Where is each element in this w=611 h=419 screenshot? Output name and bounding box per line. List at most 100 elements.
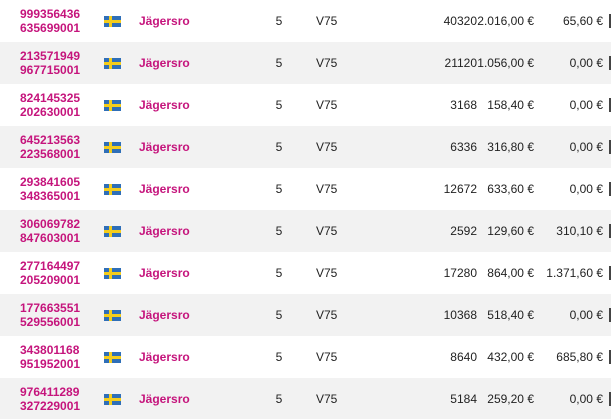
bet-id-line1[interactable]: 343801168 — [20, 343, 80, 357]
bet-id-line1[interactable]: 177663551 — [20, 301, 81, 315]
bet-id-line2[interactable]: 223568001 — [20, 147, 81, 161]
bet-id-line2[interactable]: 348365001 — [20, 189, 81, 203]
sweden-flag-icon — [104, 57, 121, 69]
race-number: 5 — [275, 56, 283, 70]
track-cell[interactable]: Jägersro — [139, 42, 249, 84]
table-row: 177663551 529556001 Jägersro 5 V75 10368 518,4… — [0, 294, 611, 336]
track-cell[interactable]: Jägersro — [139, 168, 249, 210]
bet-id-line2[interactable]: 205209001 — [20, 273, 81, 287]
stake-amount: 259,20 € — [487, 392, 534, 406]
bet-id-line1[interactable]: 306069782 — [20, 217, 81, 231]
flag-cell — [104, 126, 122, 168]
sweden-flag-icon — [104, 141, 121, 153]
game-type: V75 — [316, 14, 338, 28]
bet-id-line1[interactable]: 645213563 — [20, 133, 81, 147]
track-cell[interactable]: Jägersro — [139, 126, 249, 168]
bet-id-cell[interactable]: 177663551 529556001 — [20, 294, 100, 336]
track-cell[interactable]: Jägersro — [139, 294, 249, 336]
bet-id-cell[interactable]: 999356436 635699001 — [20, 0, 100, 42]
stake-amount: 432,00 € — [487, 350, 534, 364]
winnings-amount: 310,10 € — [556, 224, 603, 238]
track-cell[interactable]: Jägersro — [139, 210, 249, 252]
flag-cell — [104, 42, 122, 84]
bet-id-cell[interactable]: 306069782 847603001 — [20, 210, 100, 252]
row-count: 17280 — [443, 266, 477, 280]
sweden-flag-icon — [104, 99, 121, 111]
bet-id-line2[interactable]: 967715001 — [20, 63, 81, 77]
bet-id-cell[interactable]: 645213563 223568001 — [20, 126, 100, 168]
bet-id-cell[interactable]: 343801168 951952001 — [20, 336, 100, 378]
table-row: 824145325 202630001 Jägersro 5 V75 3168 158,40… — [0, 84, 611, 126]
sweden-flag-icon — [104, 393, 121, 405]
track-link[interactable]: Jägersro — [139, 56, 190, 70]
bet-id-cell[interactable]: 976411289 327229001 — [20, 378, 100, 419]
game-type: V75 — [316, 308, 338, 322]
stake-amount: 2.016,00 € — [477, 14, 534, 28]
flag-cell — [104, 84, 122, 126]
track-cell[interactable]: Jägersro — [139, 336, 249, 378]
flag-cell — [104, 336, 122, 378]
bet-id-line2[interactable]: 327229001 — [20, 399, 81, 413]
column-divider — [609, 308, 611, 322]
stake-amount: 129,60 € — [487, 224, 534, 238]
track-link[interactable]: Jägersro — [139, 308, 190, 322]
column-divider — [609, 56, 611, 70]
table-row: 293841605 348365001 Jägersro 5 V75 12672 633,6… — [0, 168, 611, 210]
bet-id-line1[interactable]: 976411289 — [20, 385, 80, 399]
track-link[interactable]: Jägersro — [139, 392, 190, 406]
track-link[interactable]: Jägersro — [139, 350, 190, 364]
stake-amount: 518,40 € — [487, 308, 534, 322]
winnings-amount: 0,00 € — [569, 182, 603, 196]
bet-id-cell[interactable]: 824145325 202630001 — [20, 84, 100, 126]
stake-amount: 158,40 € — [487, 98, 534, 112]
track-link[interactable]: Jägersro — [139, 14, 190, 28]
game-type: V75 — [316, 350, 338, 364]
bet-id-line1[interactable]: 999356436 — [20, 7, 81, 21]
track-cell[interactable]: Jägersro — [139, 84, 249, 126]
winnings-amount: 65,60 € — [562, 14, 603, 28]
bet-id-line2[interactable]: 529556001 — [20, 315, 81, 329]
bet-id-cell[interactable]: 277164497 205209001 — [20, 252, 100, 294]
bet-id-line1[interactable]: 277164497 — [20, 259, 81, 273]
bet-id-line1[interactable]: 213571949 — [20, 49, 81, 63]
track-cell[interactable]: Jägersro — [139, 252, 249, 294]
track-link[interactable]: Jägersro — [139, 140, 190, 154]
flag-cell — [104, 168, 122, 210]
bet-id-line2[interactable]: 847603001 — [20, 231, 81, 245]
bet-id-line1[interactable]: 293841605 — [20, 175, 81, 189]
bet-id-line2[interactable]: 951952001 — [20, 357, 81, 371]
track-cell[interactable]: Jägersro — [139, 0, 249, 42]
bet-id-line1[interactable]: 824145325 — [20, 91, 81, 105]
race-number: 5 — [275, 182, 283, 196]
game-type: V75 — [316, 140, 338, 154]
column-divider — [609, 98, 611, 112]
stake-amount: 1.056,00 € — [477, 56, 534, 70]
track-cell[interactable]: Jägersro — [139, 378, 249, 419]
winnings-amount: 0,00 € — [569, 140, 603, 154]
race-number: 5 — [275, 308, 283, 322]
bet-id-cell[interactable]: 293841605 348365001 — [20, 168, 100, 210]
track-link[interactable]: Jägersro — [139, 224, 190, 238]
bet-id-cell[interactable]: 213571949 967715001 — [20, 42, 100, 84]
column-divider — [609, 350, 611, 364]
row-count: 10368 — [443, 308, 477, 322]
row-count: 21120 — [444, 56, 477, 70]
bet-id-line2[interactable]: 635699001 — [20, 21, 81, 35]
table-row: 277164497 205209001 Jägersro 5 V75 17280 864,0… — [0, 252, 611, 294]
game-type: V75 — [316, 182, 338, 196]
sweden-flag-icon — [104, 351, 121, 363]
bet-id-line2[interactable]: 202630001 — [20, 105, 81, 119]
sweden-flag-icon — [104, 183, 121, 195]
stake-amount: 633,60 € — [487, 182, 534, 196]
track-link[interactable]: Jägersro — [139, 182, 190, 196]
flag-cell — [104, 0, 122, 42]
winnings-amount: 685,80 € — [556, 350, 603, 364]
flag-cell — [104, 210, 122, 252]
table-row: 976411289 327229001 Jägersro 5 V75 5184 259,20… — [0, 378, 611, 419]
game-type: V75 — [316, 224, 338, 238]
track-link[interactable]: Jägersro — [139, 98, 190, 112]
table-row: 306069782 847603001 Jägersro 5 V75 2592 129,60… — [0, 210, 611, 252]
track-link[interactable]: Jägersro — [139, 266, 190, 280]
row-count: 8640 — [450, 350, 477, 364]
